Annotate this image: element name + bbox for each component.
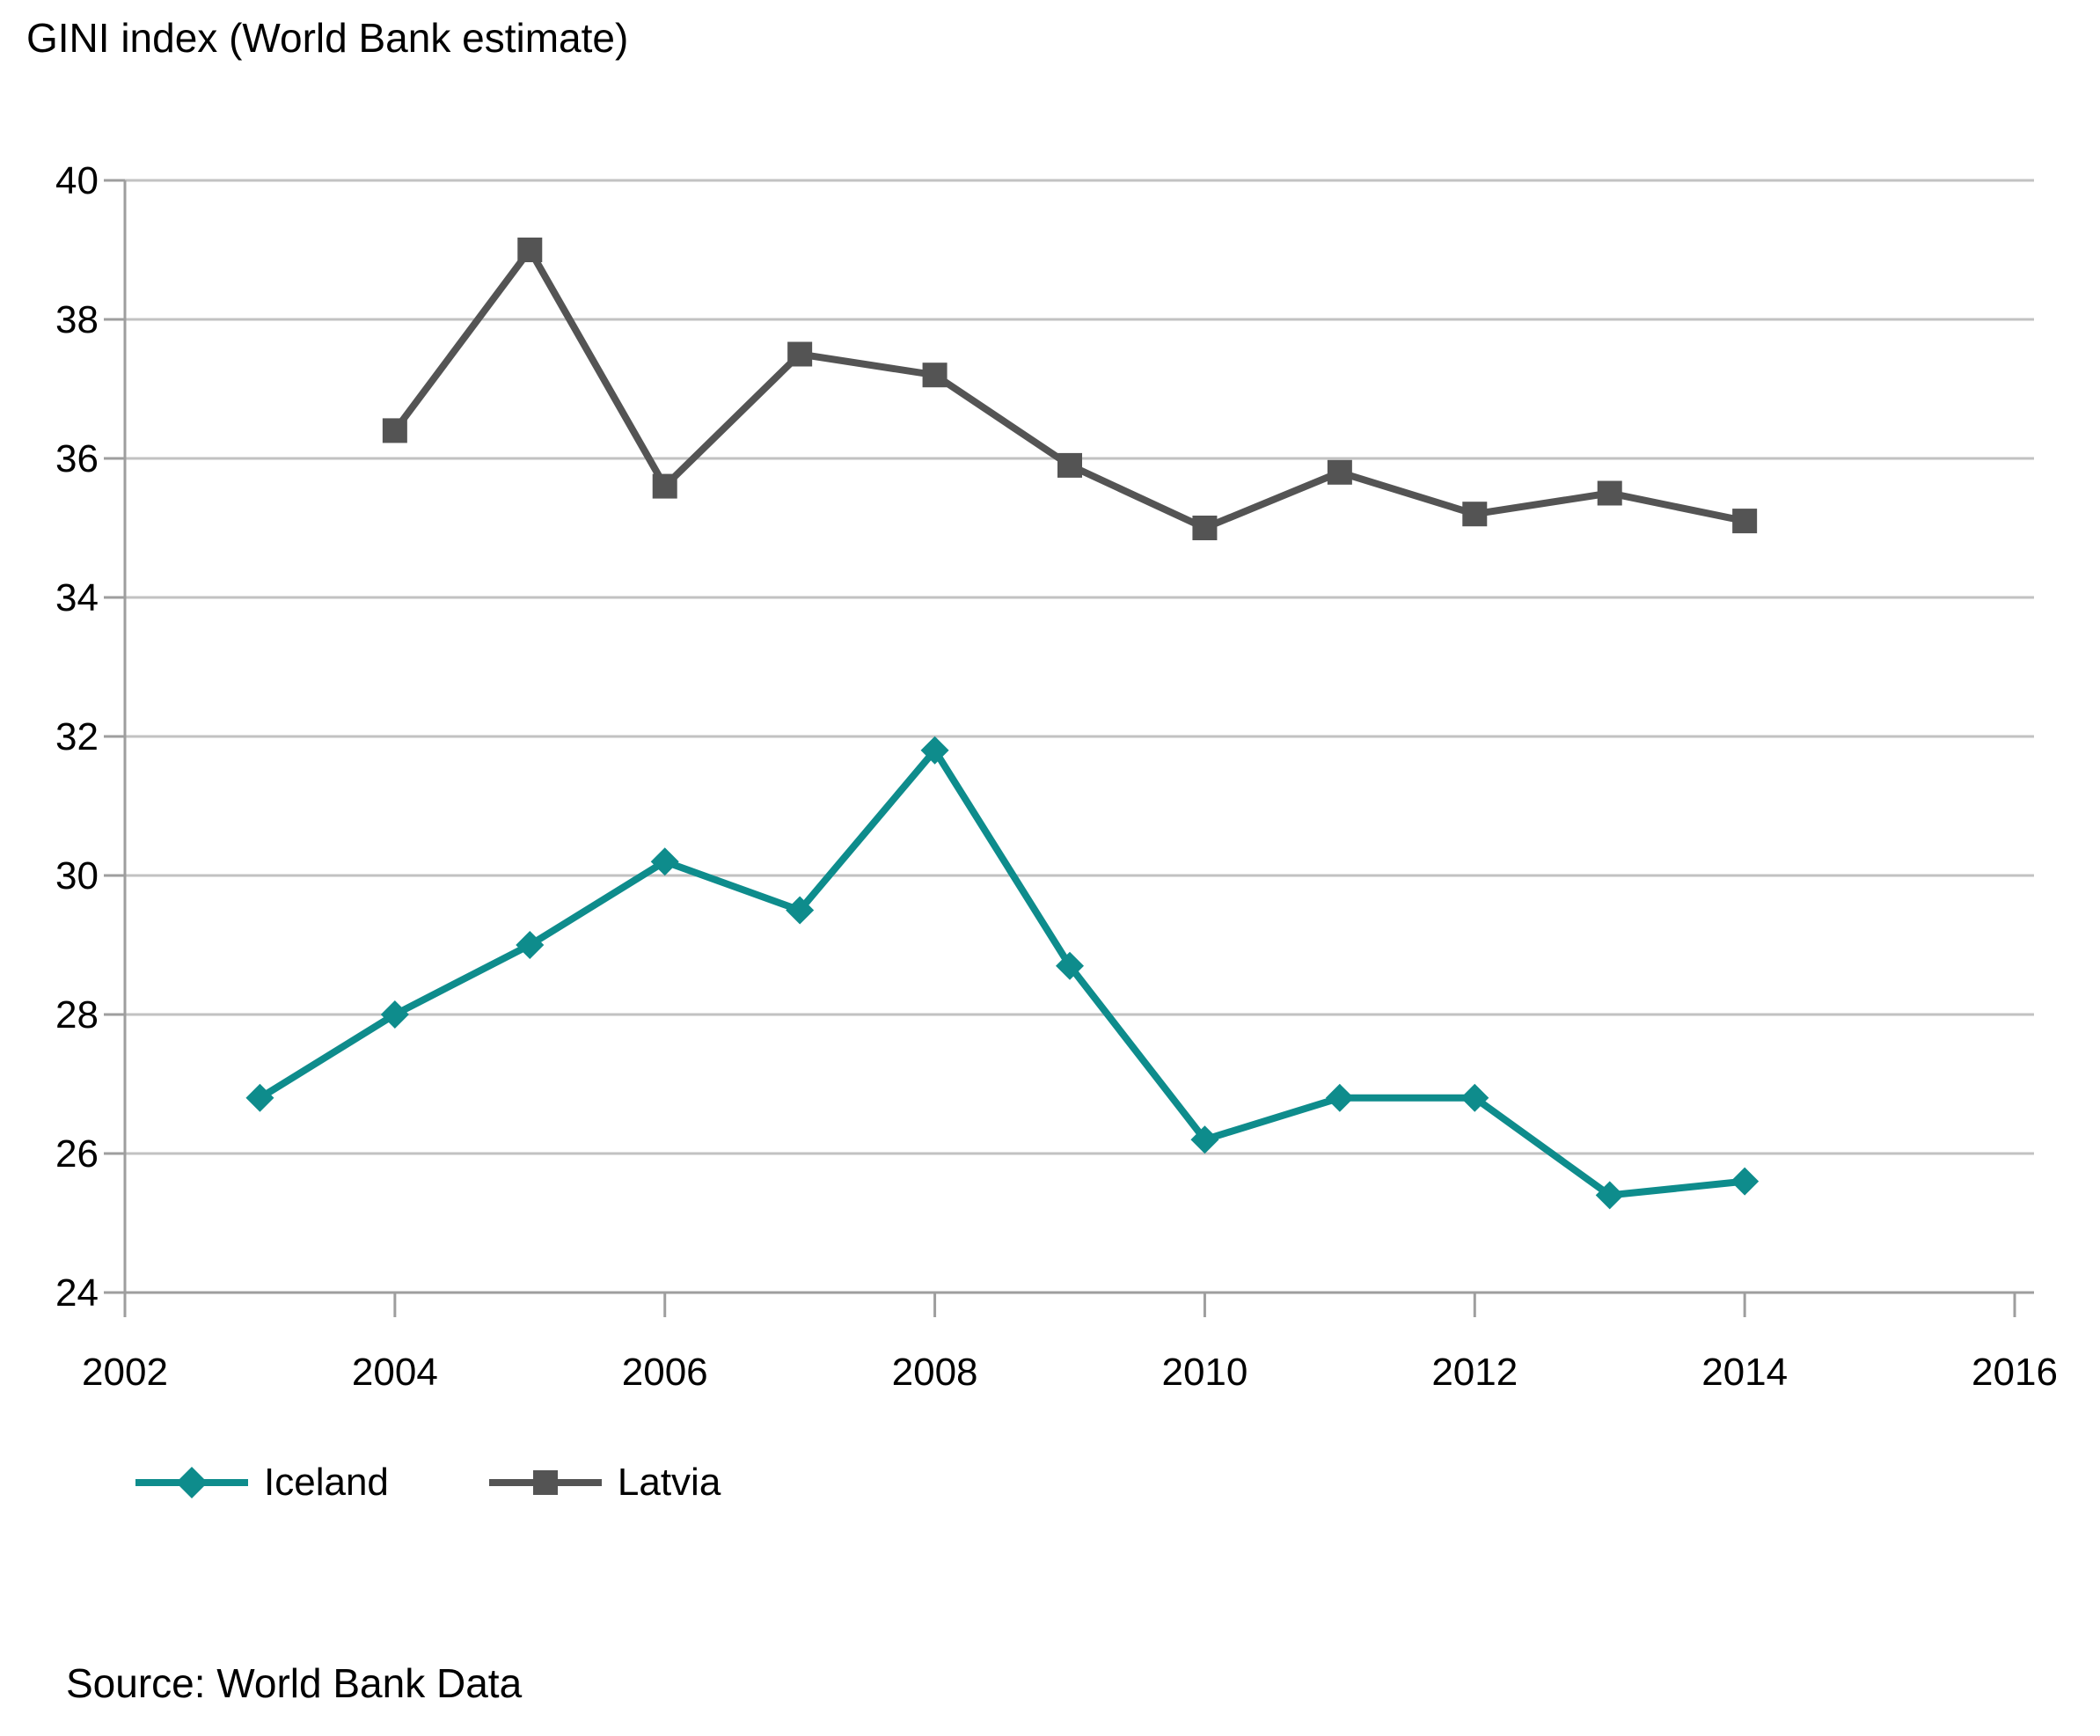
svg-text:2010: 2010 (1161, 1351, 1248, 1394)
svg-text:28: 28 (55, 993, 99, 1036)
series-iceland (245, 736, 1760, 1210)
legend-label-iceland: Iceland (264, 1461, 389, 1504)
source-note: Source: World Bank Data (66, 1660, 523, 1706)
svg-text:2002: 2002 (82, 1351, 168, 1394)
svg-text:26: 26 (55, 1132, 99, 1176)
y-axis: 24 26 28 30 32 34 36 38 40 (55, 159, 127, 1315)
svg-text:2004: 2004 (352, 1351, 438, 1394)
legend-label-latvia: Latvia (617, 1461, 721, 1504)
svg-text:2006: 2006 (622, 1351, 708, 1394)
svg-text:32: 32 (55, 715, 99, 758)
svg-text:30: 30 (55, 854, 99, 897)
series-latvia (382, 238, 1758, 540)
svg-text:2014: 2014 (1701, 1351, 1788, 1394)
legend: Iceland Latvia (134, 1461, 721, 1505)
svg-text:2008: 2008 (892, 1351, 978, 1394)
svg-text:24: 24 (55, 1271, 99, 1315)
x-axis: 2002 2004 2006 2008 2010 2012 2014 2016 (82, 1291, 2058, 1394)
iceland-marker-icon (135, 1467, 248, 1498)
svg-text:2012: 2012 (1431, 1351, 1518, 1394)
svg-text:38: 38 (55, 298, 99, 341)
svg-text:2016: 2016 (1972, 1351, 2058, 1394)
legend-item-latvia: Latvia (487, 1461, 721, 1505)
svg-text:34: 34 (55, 576, 99, 619)
latvia-marker-icon (488, 1470, 602, 1495)
chart-title: GINI index (World Bank estimate) (26, 15, 629, 61)
svg-text:40: 40 (55, 159, 99, 202)
legend-item-iceland: Iceland (134, 1461, 389, 1505)
svg-text:36: 36 (55, 437, 99, 480)
